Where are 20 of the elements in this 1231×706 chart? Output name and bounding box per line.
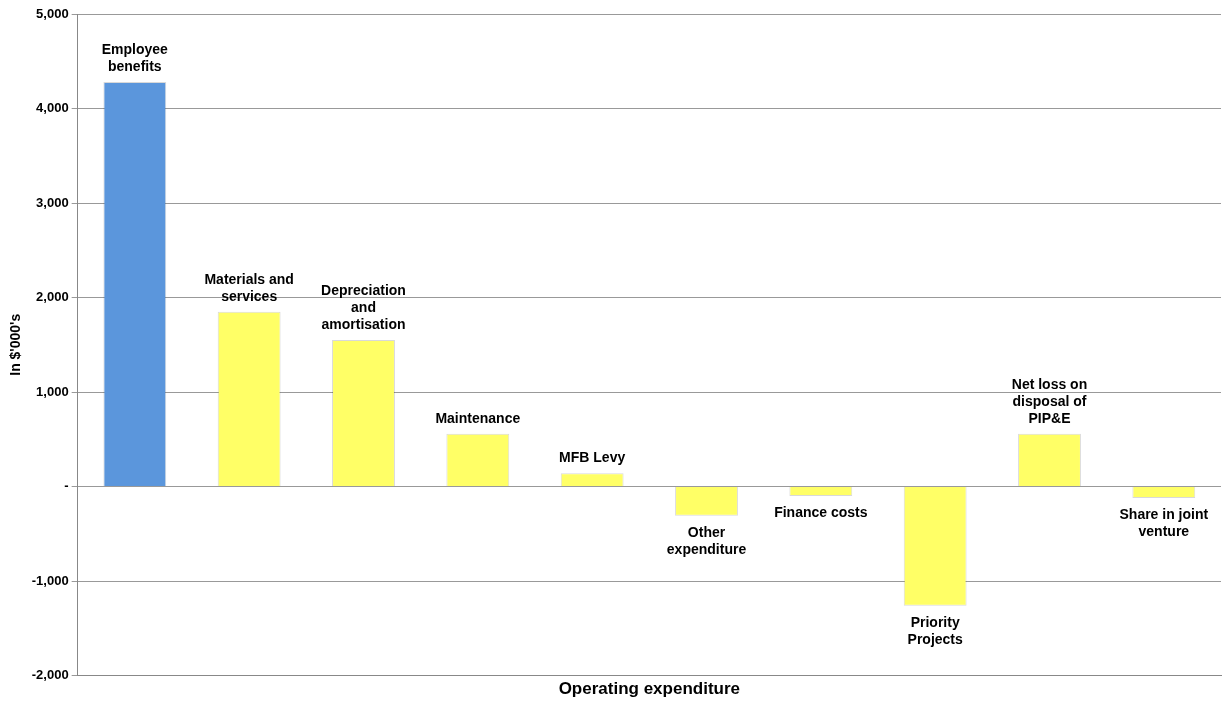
x-tick-label: Maintenance [435,409,521,426]
y-tick-label: - [64,478,69,494]
y-tick-label: -1,000 [31,572,69,588]
y-tick-label: 5,000 [36,5,69,21]
y-tick-label: 2,000 [36,289,69,305]
y-tick-label: 1,000 [36,383,69,399]
y-tick-label: -2,000 [31,667,69,683]
x-tick-label: Materials and services [204,270,294,304]
x-axis-title: Operating expenditure [558,679,741,699]
y-tick-label: 3,000 [36,194,69,210]
x-tick-label: Other expenditure [666,523,747,557]
x-tick-label: Share in joint venture [1119,505,1209,539]
y-tick-label: 4,000 [36,100,69,116]
y-axis-title: In $'000's [7,313,24,376]
x-tick-label: Priority Projects [907,613,963,647]
x-tick-label: Depreciation and amortisation [321,281,406,332]
x-tick-label: Employee benefits [101,40,169,74]
x-tick-label: Finance costs [774,503,868,520]
x-tick-label: Net loss on disposal of PIP&E [1011,375,1088,426]
x-tick-label: MFB Levy [559,449,626,466]
